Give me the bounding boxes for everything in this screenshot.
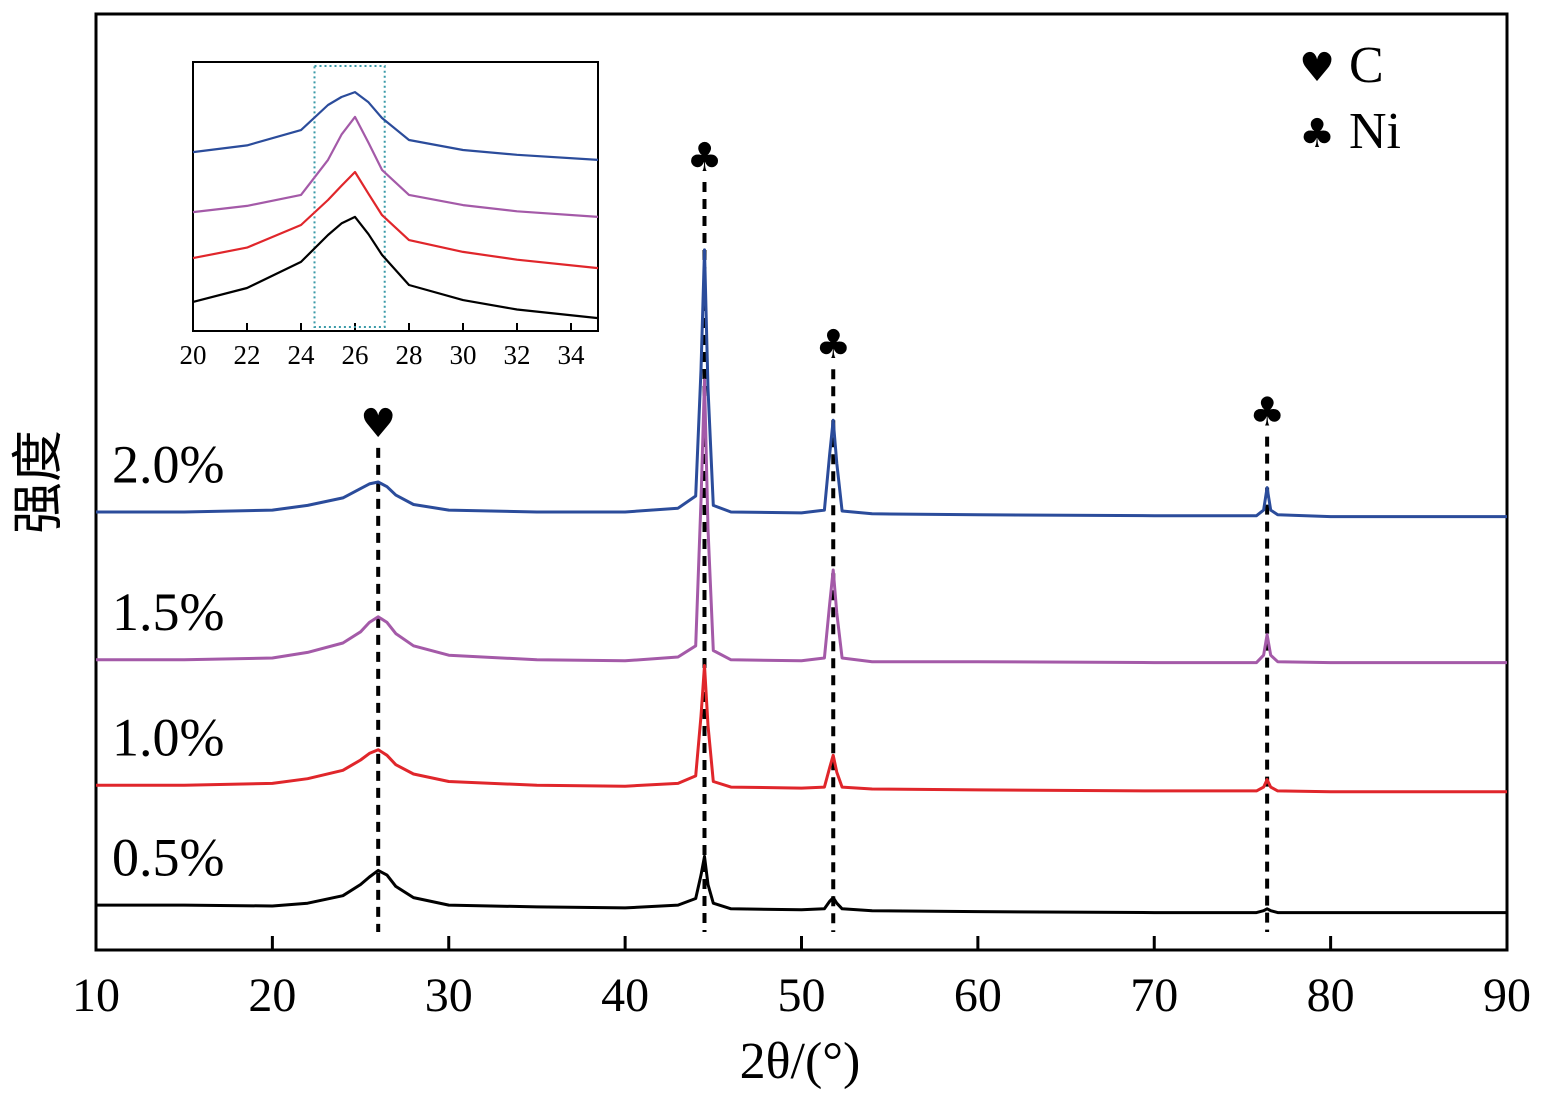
series-line <box>192 215 599 320</box>
series-label: 1.0% <box>112 708 224 768</box>
series-label: 0.5% <box>112 827 224 887</box>
series-line <box>96 854 1507 915</box>
x-tick-label: 30 <box>425 969 473 1022</box>
x-axis-label: 2θ/(°) <box>740 1033 861 1090</box>
phase-marker: ♣ <box>687 135 723 181</box>
x-tick-label: 24 <box>288 340 316 370</box>
series-label: 1.5% <box>112 582 224 642</box>
x-tick-label: 70 <box>1130 969 1178 1022</box>
legend-label: Ni <box>1349 103 1401 160</box>
series-line <box>192 115 599 218</box>
phase-marker: ♣ <box>815 322 851 368</box>
x-tick-label: 20 <box>180 340 207 370</box>
series-label: 2.0% <box>112 434 224 494</box>
x-tick-label: 34 <box>558 340 586 370</box>
phase-marker: ♣ <box>1249 390 1285 436</box>
phase-marker: ♥ <box>360 401 396 447</box>
x-tick-label: 30 <box>450 340 477 370</box>
plot-frame <box>94 12 1509 952</box>
x-tick-label: 10 <box>72 969 120 1022</box>
series-line <box>96 378 1507 665</box>
x-tick-label: 50 <box>778 969 826 1022</box>
x-tick-label: 40 <box>601 969 649 1022</box>
series-line <box>192 170 599 270</box>
x-tick-label: 80 <box>1307 969 1355 1022</box>
highlight-box <box>313 65 386 328</box>
x-tick-label: 26 <box>342 340 369 370</box>
plot-frame <box>192 61 599 332</box>
y-axis-label: 强度 <box>11 430 68 534</box>
legend-symbol: ♣ <box>1299 111 1335 157</box>
legend-label: C <box>1349 37 1384 94</box>
x-tick-label: 32 <box>504 340 531 370</box>
x-tick-label: 22 <box>234 340 261 370</box>
series-line <box>96 248 1507 519</box>
series-line <box>96 664 1507 794</box>
x-tick-label: 60 <box>954 969 1002 1022</box>
x-tick-label: 90 <box>1483 969 1531 1022</box>
x-tick-label: 20 <box>248 969 296 1022</box>
series-line <box>192 91 599 161</box>
legend-symbol: ♥ <box>1299 45 1335 91</box>
x-tick-label: 28 <box>396 340 423 370</box>
